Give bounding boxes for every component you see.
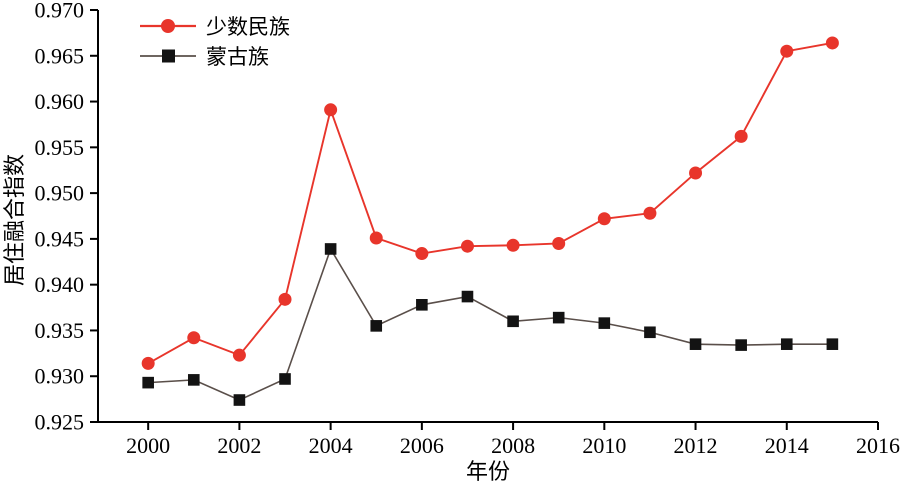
data-point-square-marker: [187, 374, 200, 386]
data-point-square-marker: [598, 317, 611, 329]
data-point-circle-marker: [597, 212, 611, 226]
data-point-square-marker: [324, 243, 337, 255]
y-tick-label: 0.930: [35, 364, 85, 389]
data-point-square-marker: [461, 290, 474, 303]
x-tick-label: 2006: [400, 433, 444, 458]
y-tick-label: 0.935: [35, 318, 85, 343]
data-point-square-marker: [826, 338, 839, 350]
data-point-circle-marker: [187, 331, 201, 345]
data-point-square-marker: [233, 394, 246, 406]
data-point-square-marker: [416, 299, 428, 311]
data-point-circle-marker: [141, 356, 155, 370]
data-point-square-marker: [780, 338, 793, 350]
y-tick-label: 0.940: [35, 272, 85, 297]
x-tick-label: 2008: [491, 433, 535, 458]
y-tick-label: 0.950: [35, 181, 85, 206]
legend-item-mongol: 蒙古族: [140, 45, 269, 69]
data-point-square-marker: [279, 373, 291, 385]
y-tick-label: 0.960: [35, 89, 85, 114]
series-line-0: [147, 42, 833, 365]
legend-circle-marker-icon: [161, 19, 175, 33]
x-tick-label: 2002: [217, 433, 261, 458]
data-point-square-marker: [507, 315, 519, 328]
data-point-square-marker: [644, 326, 656, 339]
legend-label-mongol: 蒙古族: [206, 45, 269, 69]
data-point-square-marker: [142, 376, 154, 389]
data-point-square-marker: [552, 311, 565, 324]
data-point-circle-marker: [734, 129, 748, 143]
data-point-square-marker: [689, 338, 702, 350]
data-point-circle-marker: [369, 231, 383, 245]
legend-item-minority: 少数民族: [140, 15, 290, 39]
legend-square-marker-icon: [162, 49, 175, 63]
data-point-circle-marker: [552, 236, 566, 250]
legend-label-minority: 少数民族: [206, 15, 290, 39]
y-axis-title: 居住融合指数: [2, 154, 27, 286]
data-point-circle-marker: [278, 292, 292, 306]
x-tick-label: 2012: [674, 433, 718, 458]
data-point-circle-marker: [232, 348, 246, 362]
data-point-circle-marker: [460, 239, 474, 253]
data-point-circle-marker: [324, 103, 338, 117]
x-tick-label: 2016: [856, 433, 900, 458]
data-point-circle-marker: [780, 44, 794, 58]
x-tick-label: 2004: [309, 433, 353, 458]
data-point-circle-marker: [689, 166, 703, 180]
y-tick-label: 0.965: [35, 43, 85, 68]
data-point-square-marker: [370, 320, 383, 332]
plot-area: 2000 2002 2004 2006 2008 2010 2012 2014 2016 0.92…: [35, 0, 900, 458]
data-point-square-marker: [735, 339, 747, 351]
x-tick-label: 2014: [765, 433, 809, 458]
data-point-circle-marker: [643, 206, 657, 220]
y-tick-label: 0.945: [35, 226, 85, 251]
x-tick-label: 2010: [582, 433, 626, 458]
x-axis-title: 年份: [466, 459, 510, 484]
data-point-circle-marker: [825, 36, 839, 50]
y-tick-label: 0.925: [35, 410, 85, 435]
x-tick-label: 2000: [126, 433, 170, 458]
series-line-1: [148, 247, 833, 401]
y-tick-label: 0.955: [35, 135, 85, 160]
y-tick-label: 0.970: [35, 0, 85, 23]
data-point-circle-marker: [415, 247, 429, 261]
legend: 少数民族 蒙古族: [140, 15, 290, 69]
data-point-circle-marker: [506, 238, 520, 252]
